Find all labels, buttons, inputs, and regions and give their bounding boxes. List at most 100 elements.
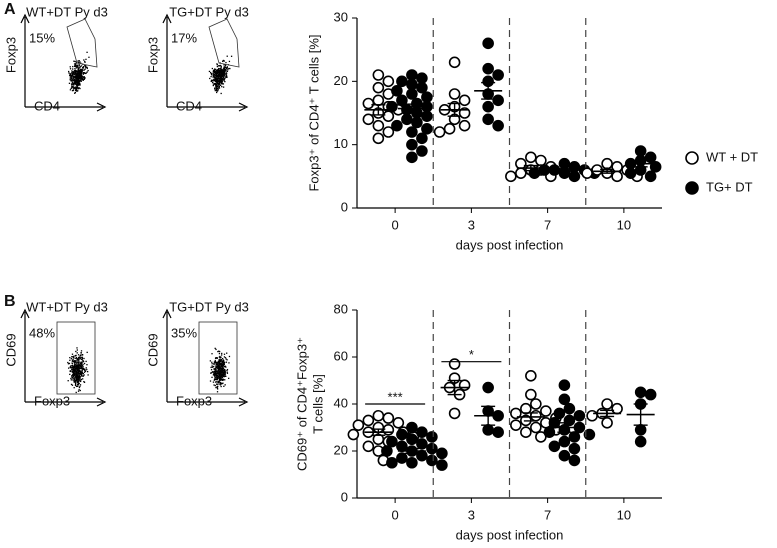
flow-dot <box>215 381 218 383</box>
data-point <box>406 126 418 138</box>
flow-dot <box>226 369 228 372</box>
flow-x-label: CD4 <box>34 98 60 113</box>
flow-dot <box>79 372 82 374</box>
flow-dot <box>78 80 80 82</box>
flow-dot <box>79 358 81 360</box>
flow-dot <box>223 369 225 372</box>
flow-dot <box>79 376 81 379</box>
flow-dot <box>215 365 217 367</box>
data-point <box>530 398 542 410</box>
significance-label: *** <box>388 389 403 404</box>
flow-dot <box>220 80 222 82</box>
flow-dot <box>71 353 74 355</box>
flow-dot <box>215 386 217 389</box>
flow-dot <box>77 376 79 379</box>
y-axis-label: CD69⁺ of CD4⁺Foxp3⁺ <box>294 337 309 471</box>
flow-dot <box>73 75 75 77</box>
flow-dot <box>73 370 76 373</box>
flow-dot <box>80 62 82 64</box>
flow-dot <box>220 369 222 372</box>
flow-dot <box>223 361 226 364</box>
flow-dot <box>80 370 82 372</box>
flow-dot <box>219 373 221 375</box>
flow-dot <box>75 356 78 359</box>
flow-dot <box>74 68 76 70</box>
data-point <box>458 119 471 132</box>
flow-dot <box>82 375 85 377</box>
flow-dot <box>225 361 228 363</box>
flow-dot <box>217 89 219 92</box>
flow-dot <box>215 75 217 77</box>
flow-dot <box>210 366 212 369</box>
flow-dot <box>218 367 220 369</box>
flow-dot <box>219 378 222 380</box>
flow-dot <box>213 384 215 386</box>
flow-dot <box>76 366 79 368</box>
flow-dot <box>83 371 86 373</box>
flow-dot <box>78 357 81 359</box>
y-tick-label: 30 <box>334 9 348 24</box>
flow-dot <box>215 91 218 94</box>
flow-dot <box>82 363 84 366</box>
flow-dot <box>215 376 218 378</box>
flow-y-label: Foxp3 <box>3 37 18 73</box>
flow-dot <box>78 362 80 364</box>
flow-dot <box>75 365 77 368</box>
flow-dot <box>86 351 88 354</box>
flow-dot <box>215 76 217 79</box>
flow-dot <box>218 377 220 380</box>
flow-dot <box>222 378 224 380</box>
flow-dot <box>223 80 225 82</box>
flow-dot <box>218 358 220 361</box>
flow-dot <box>81 371 83 373</box>
flow-dot <box>219 69 222 71</box>
flow-dot <box>218 352 221 355</box>
flow-dot <box>223 368 225 371</box>
flow-dot <box>79 83 81 86</box>
flow-dot <box>74 379 77 382</box>
flow-dot <box>223 370 226 372</box>
flow-dot <box>212 79 214 81</box>
data-point <box>421 91 433 103</box>
significance-label: * <box>469 347 474 362</box>
flow-dot <box>79 355 81 357</box>
flow-dot <box>78 81 80 83</box>
flow-dot <box>220 362 222 365</box>
flow-dot <box>218 80 220 83</box>
flow-dot <box>79 369 81 372</box>
x-tick-label: 3 <box>468 217 475 232</box>
flow-dot <box>70 367 72 369</box>
flow-dot <box>79 377 81 380</box>
data-point <box>558 435 571 448</box>
flow-dot <box>77 390 80 392</box>
flow-dot <box>220 369 222 371</box>
flow-dot <box>75 364 78 367</box>
flow-dot <box>79 71 81 73</box>
flow-dot <box>217 73 219 75</box>
flow-dot <box>75 89 78 91</box>
flow-dot <box>81 370 83 372</box>
flow-dot <box>82 78 84 81</box>
flow-dot <box>219 357 221 359</box>
flow-dot <box>69 356 71 359</box>
flow-dot <box>79 362 81 365</box>
flow-dot <box>74 360 76 362</box>
flow-dot <box>216 82 219 85</box>
data-point <box>372 94 385 107</box>
data-point <box>482 100 494 113</box>
flow-dot <box>225 67 228 70</box>
flow-dot <box>218 364 221 366</box>
flow-dot <box>221 378 223 381</box>
flow-dot <box>212 381 215 383</box>
flow-dot <box>214 78 217 81</box>
flow-dot <box>78 380 80 382</box>
flow-dot <box>226 67 228 69</box>
flow-dot <box>73 60 75 62</box>
flow-dot <box>214 75 216 77</box>
flow-dot <box>220 356 222 358</box>
flow-dot <box>77 373 80 375</box>
flow-dot <box>67 363 70 365</box>
flow-dot <box>71 89 74 92</box>
flow-dot <box>80 366 82 368</box>
